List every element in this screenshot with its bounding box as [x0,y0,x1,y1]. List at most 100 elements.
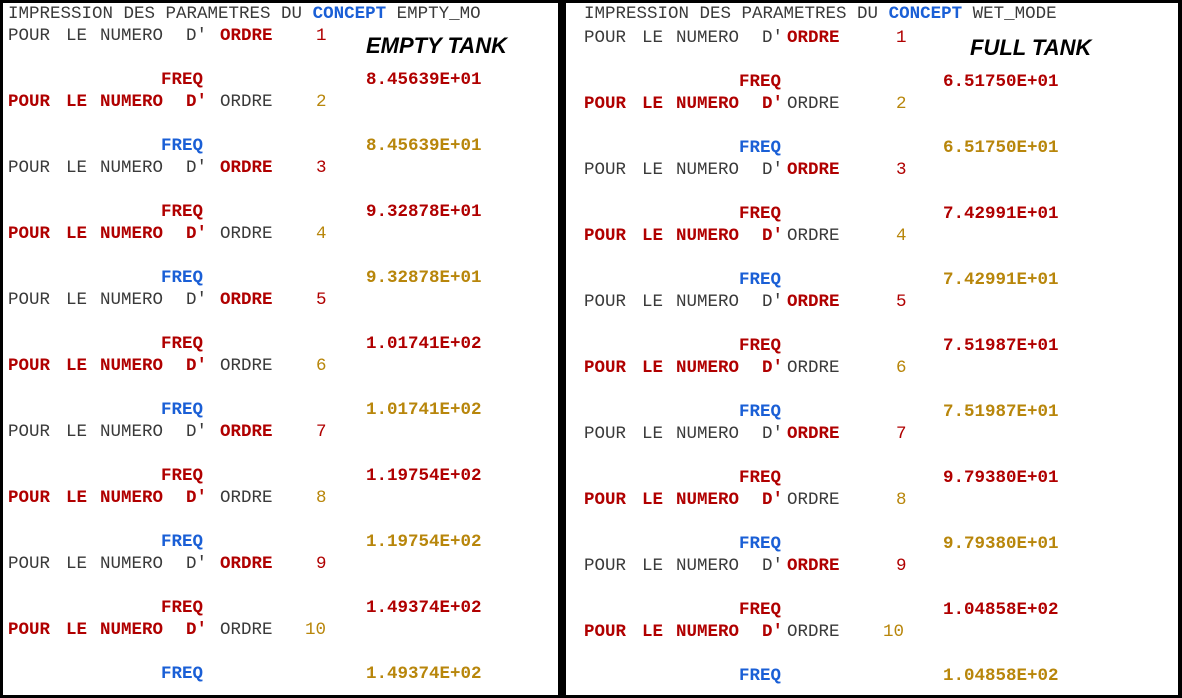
order-word: POUR [8,554,51,574]
order-word: D' [762,424,784,444]
freq-value: 8.45639E+01 [366,136,482,156]
order-word: D' [186,620,208,640]
order-word: ORDRE [787,28,840,48]
order-word: POUR [584,424,627,444]
order-word: ORDRE [220,224,273,244]
order-word: LE [642,160,664,180]
order-word: D' [762,622,784,642]
order-word: NUMERO [676,292,740,312]
freq-value: 1.01741E+02 [366,334,482,354]
freq-value: 1.49374E+02 [366,598,482,618]
order-number: 5 [896,292,907,312]
freq-label: FREQ [739,138,782,158]
order-word: ORDRE [220,422,273,442]
freq-value: 8.45639E+01 [366,70,482,90]
order-word: ORDRE [220,620,273,640]
order-word: D' [762,160,784,180]
order-word: NUMERO [676,490,740,510]
order-number: 3 [896,160,907,180]
order-word: D' [186,356,208,376]
freq-value: 1.04858E+02 [943,600,1059,620]
order-word: LE [642,292,664,312]
order-word: ORDRE [220,158,273,178]
tank-title: EMPTY TANK [366,33,507,58]
order-word: POUR [8,356,51,376]
order-word: ORDRE [220,92,273,112]
order-word: ORDRE [787,556,840,576]
order-word: ORDRE [220,290,273,310]
order-word: LE [642,424,664,444]
order-number: 7 [896,424,907,444]
order-word: POUR [8,620,51,640]
order-word: LE [66,26,88,46]
order-word: NUMERO [676,622,740,642]
header-name: EMPTY_MO [396,4,481,24]
header-name: WET_MODE [972,4,1057,24]
order-word: NUMERO [100,224,164,244]
header-line: IMPRESSION DES PARAMETRES DU CONCEPT WET… [584,3,1057,25]
order-word: ORDRE [787,358,840,378]
freq-value: 1.01741E+02 [366,400,482,420]
order-word: D' [186,422,208,442]
freq-value: 9.32878E+01 [366,268,482,288]
order-word: NUMERO [676,226,740,246]
tank-title: FULL TANK [970,35,1092,60]
order-word: D' [186,488,208,508]
order-word: POUR [584,292,627,312]
order-word: D' [186,26,208,46]
freq-label: FREQ [161,598,204,618]
order-word: POUR [584,358,627,378]
order-word: ORDRE [787,160,840,180]
freq-label: FREQ [739,204,782,224]
order-word: NUMERO [100,356,164,376]
order-number: 6 [896,358,907,378]
order-word: LE [66,422,88,442]
order-word: ORDRE [220,554,273,574]
freq-label: FREQ [161,334,204,354]
order-word: LE [642,226,664,246]
order-number: 1 [896,28,907,48]
freq-label: FREQ [161,268,204,288]
order-word: ORDRE [787,292,840,312]
order-word: NUMERO [100,620,164,640]
order-word: NUMERO [100,488,164,508]
order-word: D' [186,290,208,310]
freq-value: 6.51750E+01 [943,138,1059,158]
freq-value: 1.19754E+02 [366,466,482,486]
order-word: D' [186,158,208,178]
order-word: LE [642,28,664,48]
order-word: ORDRE [787,622,840,642]
order-word: D' [762,94,784,114]
order-number: 10 [305,620,327,640]
freq-value: 1.19754E+02 [366,532,482,552]
order-word: LE [642,490,664,510]
order-word: NUMERO [676,28,740,48]
freq-value: 1.49374E+02 [366,664,482,684]
header-line: IMPRESSION DES PARAMETRES DU CONCEPT EMP… [8,3,481,25]
order-word: POUR [8,290,51,310]
order-word: D' [762,556,784,576]
freq-value: 6.51750E+01 [943,72,1059,92]
freq-label: FREQ [739,666,782,686]
order-word: D' [762,292,784,312]
freq-label: FREQ [739,72,782,92]
freq-label: FREQ [161,136,204,156]
order-word: NUMERO [100,92,164,112]
freq-label: FREQ [739,336,782,356]
order-number: 6 [316,356,327,376]
order-word: NUMERO [100,554,164,574]
order-number: 7 [316,422,327,442]
empty-tank-panel: IMPRESSION DES PARAMETRES DU CONCEPT EMP… [3,3,558,695]
order-word: POUR [8,224,51,244]
order-word: POUR [584,28,627,48]
freq-value: 7.51987E+01 [943,336,1059,356]
order-word: NUMERO [100,26,164,46]
order-word: NUMERO [676,556,740,576]
order-word: ORDRE [220,488,273,508]
order-number: 9 [896,556,907,576]
order-word: ORDRE [787,94,840,114]
order-word: NUMERO [676,94,740,114]
order-word: LE [66,356,88,376]
order-word: POUR [584,556,627,576]
order-word: LE [66,224,88,244]
